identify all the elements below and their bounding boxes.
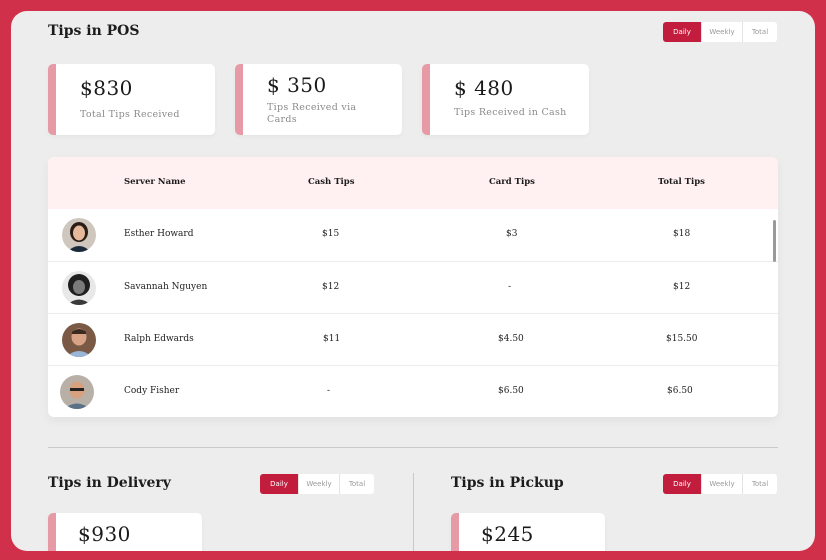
table-scrollbar[interactable]: [773, 220, 776, 262]
column-divider: [413, 473, 414, 551]
pos-section-title: Tips in POS: [48, 23, 140, 39]
delivery-filter-daily[interactable]: Daily: [260, 474, 298, 494]
total-tips-label: Total Tips Received: [80, 109, 180, 120]
pickup-tips-amount: $245: [481, 522, 534, 546]
card-accent-bar: [235, 64, 243, 135]
table-header: Server Name Cash Tips Card Tips Total Ti…: [48, 157, 778, 209]
total-tips-value: $12: [673, 282, 691, 292]
avatar: [62, 271, 96, 305]
server-name: Savannah Nguyen: [124, 282, 208, 292]
dashboard-frame: Tips in POS Daily Weekly Total $830 Tota…: [11, 11, 815, 551]
delivery-tips-card: $930: [48, 513, 202, 551]
delivery-filter-total[interactable]: Total: [339, 474, 374, 494]
pickup-tips-card: $245: [451, 513, 605, 551]
total-tips-value: $15.50: [666, 334, 698, 344]
card-tips-value: -: [508, 282, 512, 292]
table-row[interactable]: Cody Fisher - $6.50 $6.50: [48, 365, 778, 417]
pickup-filter-weekly[interactable]: Weekly: [701, 474, 742, 494]
card-tips-card: $ 350 Tips Received via Cards: [235, 64, 402, 135]
card-tips-value: $3: [506, 229, 518, 239]
table-row[interactable]: Ralph Edwards $11 $4.50 $15.50: [48, 313, 778, 365]
cash-tips-value: $15: [322, 229, 340, 239]
section-divider: [48, 447, 778, 448]
table-row[interactable]: Savannah Nguyen $12 - $12: [48, 261, 778, 313]
card-tips-value: $4.50: [498, 334, 524, 344]
card-tips-amount: $ 350: [267, 73, 327, 97]
card-tips-label: Tips Received via Cards: [267, 102, 357, 125]
table-row[interactable]: Esther Howard $15 $3 $18: [48, 209, 778, 261]
total-tips-card: $830 Total Tips Received: [48, 64, 215, 135]
pickup-filter-total[interactable]: Total: [742, 474, 777, 494]
delivery-tips-amount: $930: [78, 522, 131, 546]
avatar: [60, 375, 94, 409]
cash-tips-card: $ 480 Tips Received in Cash: [422, 64, 589, 135]
delivery-section-title: Tips in Delivery: [48, 475, 171, 491]
pickup-filter-daily[interactable]: Daily: [663, 474, 701, 494]
delivery-period-toggle: Daily Weekly Total: [260, 474, 374, 494]
card-tips-value: $6.50: [498, 386, 524, 396]
col-server-name: Server Name: [124, 177, 186, 187]
card-accent-bar: [48, 513, 56, 551]
pos-filter-weekly[interactable]: Weekly: [701, 22, 742, 42]
cash-tips-value: $12: [322, 282, 340, 292]
pos-period-toggle: Daily Weekly Total: [663, 22, 777, 42]
col-total-tips: Total Tips: [658, 177, 705, 187]
cash-tips-amount: $ 480: [454, 76, 514, 100]
card-accent-bar: [422, 64, 430, 135]
cash-tips-label: Tips Received in Cash: [454, 107, 567, 118]
pickup-period-toggle: Daily Weekly Total: [663, 474, 777, 494]
avatar: [62, 218, 96, 252]
server-name: Cody Fisher: [124, 386, 180, 396]
server-tips-table: Server Name Cash Tips Card Tips Total Ti…: [48, 157, 778, 417]
pos-filter-daily[interactable]: Daily: [663, 22, 701, 42]
total-tips-value: $18: [673, 229, 691, 239]
total-tips-value: $6.50: [667, 386, 693, 396]
avatar: [62, 323, 96, 357]
delivery-filter-weekly[interactable]: Weekly: [298, 474, 339, 494]
card-accent-bar: [48, 64, 56, 135]
total-tips-amount: $830: [80, 76, 133, 100]
pickup-section-title: Tips in Pickup: [451, 475, 564, 491]
card-accent-bar: [451, 513, 459, 551]
pos-filter-total[interactable]: Total: [742, 22, 777, 42]
col-cash-tips: Cash Tips: [308, 177, 355, 187]
cash-tips-value: -: [327, 386, 331, 396]
server-name: Ralph Edwards: [124, 334, 194, 344]
cash-tips-value: $11: [323, 334, 341, 344]
server-name: Esther Howard: [124, 229, 194, 239]
col-card-tips: Card Tips: [489, 177, 535, 187]
